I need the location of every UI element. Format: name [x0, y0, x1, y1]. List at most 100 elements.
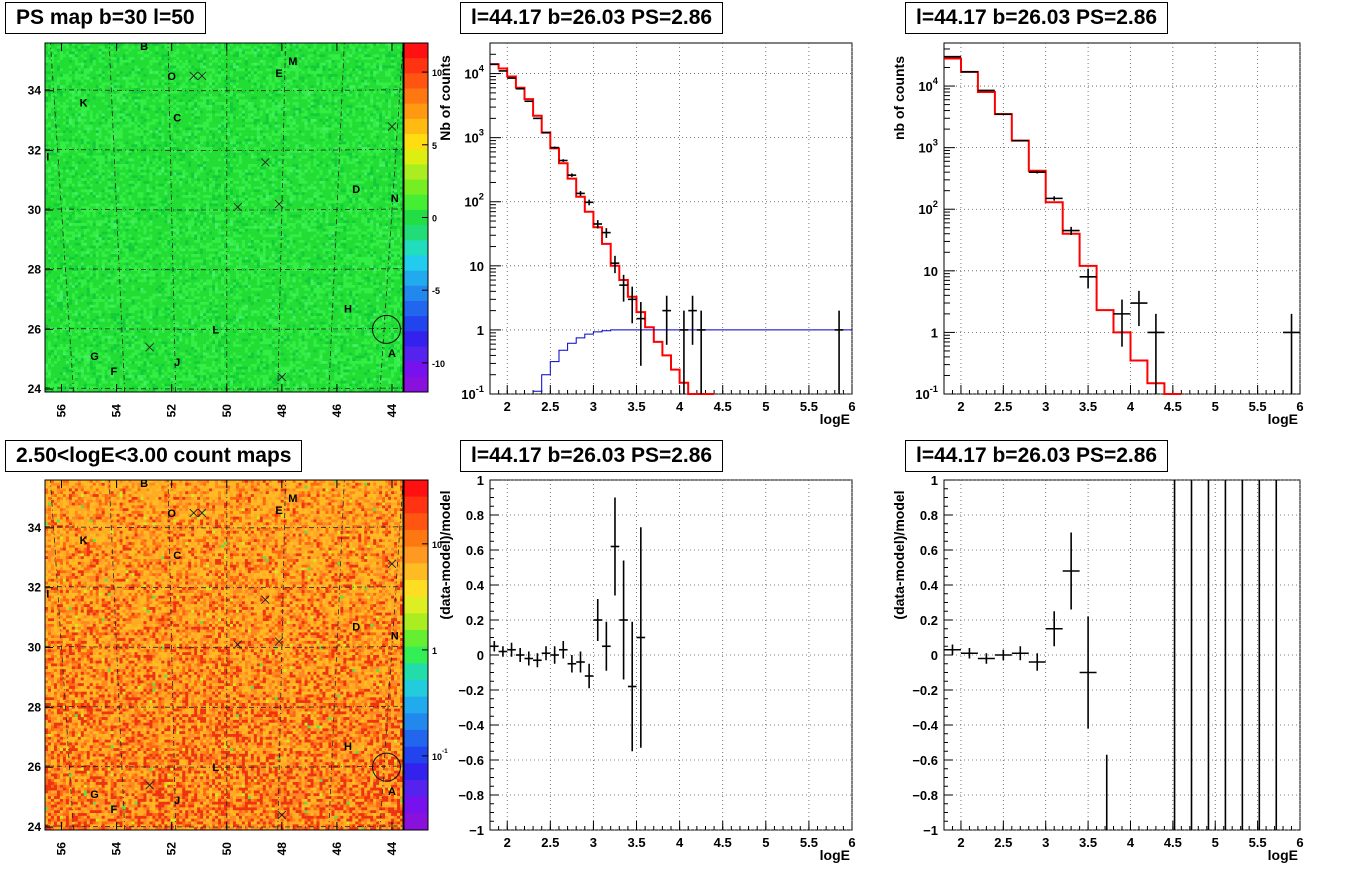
source-cross-marker — [145, 780, 154, 790]
x-tick-label: 2.5 — [541, 399, 559, 414]
lon-line — [328, 479, 345, 831]
source-label-B: B — [140, 41, 148, 53]
colorbar-step — [404, 530, 428, 548]
source-cross-marker — [233, 202, 243, 212]
y-tick-label: 102 — [464, 192, 484, 210]
colorbar-step — [404, 361, 428, 378]
y-tick-label: 34 — [28, 521, 42, 535]
y-tick-label: 0.2 — [466, 613, 484, 628]
x-tick-label: 52 — [165, 404, 179, 418]
colorbar-step — [404, 346, 428, 363]
colorbar-step — [404, 209, 428, 226]
map-frame — [44, 479, 404, 831]
lon-line — [167, 42, 177, 393]
y-tick-label: 1 — [477, 473, 484, 488]
x-tick-label: 3.5 — [627, 835, 645, 850]
colorbar-step — [404, 149, 428, 165]
y-tick-label: −0.8 — [458, 788, 484, 803]
x-tick-label: 54 — [110, 842, 124, 856]
lon-line — [379, 42, 404, 393]
colorbar-step — [404, 285, 428, 302]
y-axis-label: Nb of counts — [437, 55, 453, 141]
source-cross-marker — [189, 508, 199, 518]
y-tick-label: 1 — [931, 473, 938, 488]
x-tick-label: 50 — [220, 842, 234, 856]
colorbar-step — [404, 118, 428, 135]
source-label-K: K — [80, 535, 88, 547]
source-label-C: C — [173, 113, 181, 125]
colorbar-step — [404, 680, 428, 698]
x-tick-label: 5 — [1212, 835, 1219, 850]
y-tick-label: 0.8 — [466, 508, 484, 523]
source-label-K: K — [80, 98, 88, 110]
title-ps-map: PS map b=30 l=50 — [5, 2, 206, 34]
y-axis-label: (data-model)/model — [437, 490, 453, 619]
source-cross-marker — [197, 71, 207, 81]
source-label-J: J — [174, 357, 180, 369]
y-tick-label: 28 — [28, 263, 42, 277]
target-circle — [371, 314, 401, 344]
lon-line — [50, 42, 74, 393]
y-tick-label: 26 — [28, 322, 42, 336]
y-tick-label: 30 — [28, 641, 42, 655]
colorbar-frame — [403, 479, 429, 831]
x-tick-label: 50 — [220, 404, 234, 418]
heatmap-cells — [45, 43, 404, 393]
y-tick-label: −0.2 — [458, 683, 484, 698]
source-cross-marker — [274, 199, 284, 209]
model-histogram — [944, 57, 1182, 395]
colorbar-step — [404, 88, 428, 105]
x-tick-label: 44 — [385, 842, 399, 856]
colorbar-step — [404, 580, 428, 598]
y-tick-label: 103 — [464, 128, 484, 146]
source-cross-marker — [197, 508, 207, 518]
x-tick-label: 6 — [1296, 835, 1303, 850]
colorbar-step — [404, 480, 428, 498]
y-tick-label: 0.6 — [920, 543, 938, 558]
source-label-L: L — [212, 324, 219, 336]
colorbar-step — [404, 496, 428, 514]
y-tick-label: 103 — [918, 138, 938, 156]
x-tick-label: 3 — [1042, 399, 1049, 414]
source-cross-marker — [274, 637, 284, 646]
colorbar-step — [404, 194, 428, 211]
colorbar-step — [404, 596, 428, 614]
source-cross-marker — [277, 372, 287, 382]
source-cross-marker — [189, 71, 199, 81]
y-tick-label: 10 — [924, 264, 938, 279]
colorbar-step — [404, 696, 428, 714]
source-label-F: F — [110, 366, 117, 378]
colorbar-label: 5 — [432, 141, 437, 151]
y-tick-label: 26 — [28, 760, 42, 774]
y-tick-label: 0 — [477, 648, 484, 663]
x-tick-label: 2.5 — [541, 835, 559, 850]
colorbar-step — [404, 563, 428, 581]
y-tick-label: 34 — [28, 84, 42, 98]
colorbar-step — [404, 780, 428, 798]
source-label-M: M — [288, 56, 297, 68]
x-tick-label: 2.5 — [994, 835, 1012, 850]
x-tick-label: 56 — [55, 842, 69, 856]
y-axis-label: (data-model)/model — [891, 490, 907, 619]
x-tick-label: 4.5 — [1164, 835, 1182, 850]
title-counts-fine: l=44.17 b=26.03 PS=2.86 — [460, 2, 724, 34]
source-cross-marker — [145, 342, 154, 352]
x-tick-label: 3 — [590, 399, 597, 414]
heatmap-cells — [45, 480, 404, 831]
y-tick-label: 0.4 — [466, 578, 485, 593]
colorbar-step — [404, 713, 428, 731]
colorbar-step — [404, 813, 428, 831]
y-tick-label: 104 — [918, 76, 938, 94]
colorbar-label: 0 — [432, 214, 437, 224]
colorbar-step — [404, 331, 428, 347]
colorbar-step — [404, 316, 428, 332]
colorbar-step — [404, 255, 428, 271]
colorbar-step — [404, 630, 428, 648]
lon-line — [108, 479, 126, 831]
colorbar-step — [404, 730, 428, 748]
colorbar-step — [404, 613, 428, 631]
source-label-H: H — [344, 303, 352, 315]
x-tick-label: 5.5 — [800, 399, 818, 414]
source-label-M: M — [288, 493, 297, 505]
source-label-G: G — [90, 351, 99, 363]
